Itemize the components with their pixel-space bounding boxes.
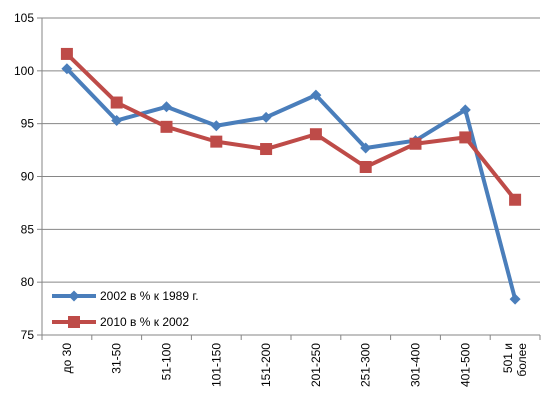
data-point	[459, 131, 472, 144]
y-tick-label: 90	[21, 170, 35, 184]
series	[60, 47, 522, 305]
x-tick-label: 251-300	[359, 343, 373, 387]
y-tick-label: 75	[21, 328, 35, 342]
data-point	[61, 63, 73, 75]
data-point	[360, 142, 372, 154]
legend-entry: 2002 в % к 1989 г.	[52, 289, 199, 303]
y-tick-label: 105	[14, 11, 34, 25]
x-tick-label: 401-500	[458, 343, 472, 387]
axes	[37, 17, 541, 340]
x-tick-label-line: более	[515, 343, 529, 377]
data-point	[260, 143, 273, 156]
x-tick-label-line: 31-50	[110, 343, 124, 374]
legend-label: 2002 в % к 1989 г.	[100, 289, 199, 303]
x-tick-label: 151-200	[259, 343, 273, 387]
y-tick-label: 95	[21, 117, 35, 131]
data-point	[509, 193, 522, 206]
y-tick-labels: 75 80 85 90 95 100 105	[14, 11, 34, 342]
data-point	[310, 89, 322, 101]
x-tick-label-line: 101-150	[209, 343, 223, 387]
data-point	[459, 104, 471, 116]
x-tick-label: до 30	[60, 343, 74, 374]
data-point	[409, 137, 422, 150]
data-point	[60, 47, 73, 60]
data-point	[309, 128, 322, 141]
y-tick-label: 80	[21, 275, 35, 289]
data-point	[160, 120, 173, 133]
data-point	[110, 96, 123, 109]
x-tick-label: 51-100	[160, 343, 174, 381]
legend: 2002 в % к 1989 г. 2010 в % к 2002	[52, 289, 199, 329]
data-point	[260, 111, 272, 123]
legend-entry: 2010 в % к 2002	[52, 315, 189, 329]
data-point	[509, 293, 521, 305]
legend-label: 2010 в % к 2002	[100, 315, 189, 329]
x-tick-label-line: 51-100	[160, 343, 174, 381]
data-point	[210, 135, 223, 148]
gridlines	[42, 17, 540, 283]
series-2	[60, 47, 522, 206]
x-tick-label: 201-250	[309, 343, 323, 387]
x-tick-label: 501 и более	[501, 343, 529, 377]
legend-marker	[68, 290, 80, 302]
data-point	[359, 160, 372, 173]
x-tick-label-line: 151-200	[259, 343, 273, 387]
x-tick-labels: до 30 31-50 51-100 101-150 151-200 201-250 251…	[60, 343, 529, 387]
data-point	[161, 101, 172, 113]
x-tick-label: 301-400	[409, 343, 423, 387]
x-tick-label-line: 501 и	[501, 343, 515, 373]
series-line	[64, 66, 518, 302]
series-line	[64, 51, 518, 202]
y-tick-label: 85	[21, 222, 35, 236]
legend-marker	[68, 316, 80, 328]
series-1	[61, 63, 521, 305]
x-tick-label: 101-150	[209, 343, 223, 387]
x-tick-label-line: 401-500	[458, 343, 472, 387]
y-tick-label: 100	[14, 64, 34, 78]
x-tick-label-line: 301-400	[409, 343, 423, 387]
data-point	[111, 114, 123, 126]
x-tick-label: 31-50	[110, 343, 124, 374]
data-point	[210, 120, 222, 132]
x-tick-label-line: до 30	[60, 343, 74, 374]
x-tick-label-line: 251-300	[359, 343, 373, 387]
x-tick-label-line: 201-250	[309, 343, 323, 387]
